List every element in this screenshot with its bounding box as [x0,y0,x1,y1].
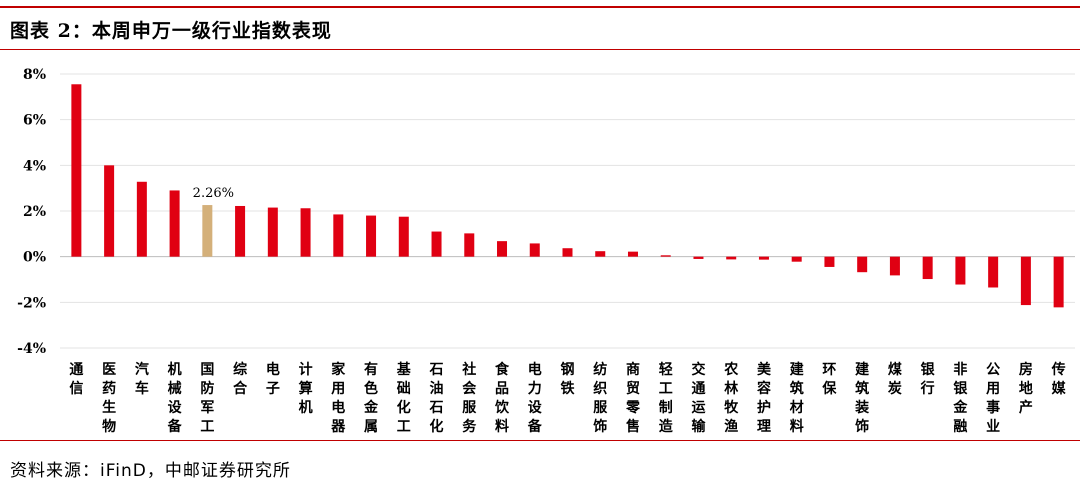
y-tick-label: 0% [23,250,46,266]
x-tick-label: 美容护理 [756,361,772,435]
bar [857,256,868,273]
x-tick-label: 房地产 [1019,361,1033,416]
bar [398,216,409,257]
y-tick-label: 2% [23,204,46,220]
x-tick-label: 食品饮料 [494,361,510,435]
x-tick-label: 基础化工 [397,361,412,435]
x-tick-label: 建筑材料 [790,361,804,435]
x-tick-label: 综合 [233,361,248,397]
x-tick-label: 通信 [69,362,83,397]
y-tick-label: 4% [23,158,46,174]
bar [922,256,933,280]
x-tick-label: 电力设备 [527,361,543,435]
x-tick-label: 国防军工 [200,362,214,435]
bar [136,181,147,257]
title-rule [0,49,1080,50]
x-tick-label: 计算机 [299,361,313,416]
bar [104,165,115,257]
y-tick-label: -2% [17,295,46,311]
bar [366,215,377,257]
x-tick-label: 传媒 [1051,361,1067,397]
x-tick-label: 纺织服饰 [593,361,608,435]
bar [464,233,475,257]
bar [889,256,900,276]
bar [824,256,835,267]
x-tick-label: 机械设备 [167,361,183,435]
bar [988,256,999,288]
x-tick-label: 非银金融 [952,361,968,435]
data-label: 2.26% [193,186,234,201]
bar [497,241,508,257]
x-tick-label: 石油石化 [429,362,444,435]
x-tick-label: 煤炭 [888,361,903,397]
bar [955,256,966,285]
bar [627,251,638,257]
bar [267,207,278,257]
chart-title: 图表 2：本周申万一级行业指数表现 [10,20,332,42]
y-tick-label: 8% [23,67,46,83]
y-tick-label: -4% [17,341,46,357]
bar [693,256,704,259]
top-rule [0,6,1080,8]
x-tick-label: 农林牧渔 [723,361,739,435]
x-tick-label: 银行 [920,361,936,397]
bar [71,84,82,257]
bar [300,208,311,257]
x-tick-label: 医药生物 [102,362,116,435]
x-tick-label: 汽车 [135,361,149,397]
bar [726,256,737,260]
x-tick-label: 公用事业 [986,362,1000,435]
x-tick-label: 电子 [266,361,280,397]
bar [562,248,573,257]
x-tick-label: 环保 [821,362,837,397]
bar [791,256,802,262]
bar [529,243,540,257]
bar [333,214,344,257]
bar [595,251,606,257]
x-tick-label: 商贸零售 [625,361,641,435]
bar [431,231,442,257]
x-tick-label: 家用电器 [330,361,346,435]
x-tick-label: 轻工制造 [659,361,673,435]
x-tick-label: 交通运输 [691,361,706,435]
x-tick-label: 钢铁 [561,361,575,397]
bar [202,205,213,257]
bar [169,190,180,257]
bar [660,255,671,257]
y-tick-label: 6% [23,113,46,129]
x-tick-label: 社会服务 [461,361,477,435]
source-note: 资料来源：iFinD，中邮证券研究所 [10,461,291,481]
bar [235,205,246,257]
x-tick-label: 有色金属 [363,361,379,435]
bar [758,256,769,260]
bar [1053,256,1064,308]
bar [1020,256,1031,306]
x-tick-label: 建筑装饰 [854,361,870,435]
bottom-rule [0,440,1080,441]
